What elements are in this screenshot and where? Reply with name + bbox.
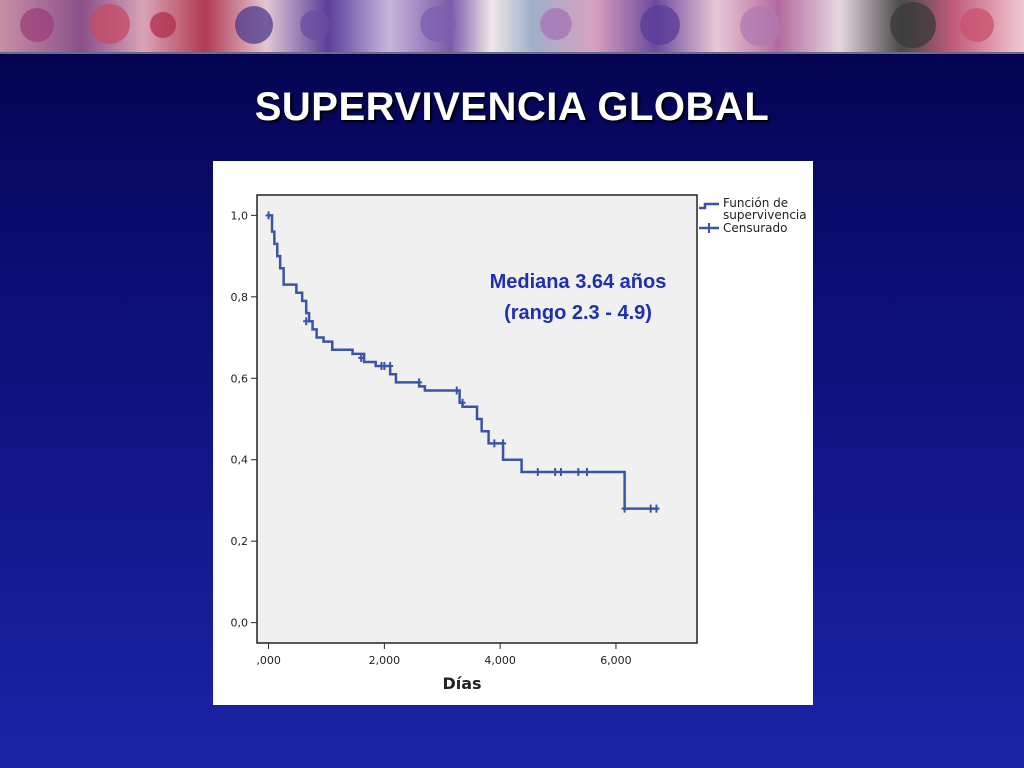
- censored-mark: [453, 386, 460, 395]
- censored-mark: [303, 317, 310, 326]
- censored-mark: [265, 211, 272, 220]
- censored-mark: [459, 398, 466, 407]
- legend-swatch-survival: [699, 202, 719, 210]
- censored-mark: [647, 504, 654, 513]
- censored-mark: [621, 504, 628, 513]
- censored-mark: [381, 362, 388, 371]
- y-tick-label: 0,4: [231, 454, 249, 467]
- microscopy-banner: [0, 0, 1024, 54]
- censored-mark: [653, 504, 660, 513]
- chart-panel: 0,0 0,2 0,4 0,6 0,8 1,0 ,000 2,000 4,000 6,000 Día…: [213, 161, 813, 705]
- legend-label-censored: Censurado: [723, 221, 788, 235]
- censored-mark: [387, 362, 394, 371]
- survival-chart: 0,0 0,2 0,4 0,6 0,8 1,0 ,000 2,000 4,000 6,000 Día…: [231, 194, 719, 693]
- y-tick-label: 1,0: [231, 209, 249, 222]
- legend-label-survival: Función de supervivencia: [723, 196, 807, 222]
- survival-curve: [268, 214, 657, 510]
- censored-mark: [552, 467, 559, 476]
- censored-mark: [491, 439, 498, 448]
- x-tick-label: 2,000: [369, 654, 401, 667]
- censored-mark: [575, 467, 582, 476]
- x-tick-label: 4,000: [484, 654, 516, 667]
- slide-title: SUPERVIVENCIA GLOBAL: [254, 85, 770, 129]
- x-axis-label: Días: [442, 674, 481, 693]
- y-tick-label: 0,2: [231, 535, 249, 548]
- censored-mark: [358, 353, 365, 362]
- censored-mark: [416, 378, 423, 387]
- x-tick-label: ,000: [256, 654, 281, 667]
- censored-mark: [534, 467, 541, 476]
- y-tick-label: 0,0: [231, 617, 249, 630]
- median-annotation-line2: (rango 2.3 - 4.9): [504, 302, 652, 324]
- median-annotation-line1: Mediana 3.64 años: [489, 271, 667, 293]
- y-tick-label: 0,6: [231, 372, 249, 385]
- censored-mark: [584, 467, 590, 476]
- x-tick-label: 6,000: [600, 654, 632, 667]
- y-tick-label: 0,8: [231, 291, 249, 304]
- censored-mark: [500, 439, 507, 448]
- censored-mark: [557, 467, 564, 476]
